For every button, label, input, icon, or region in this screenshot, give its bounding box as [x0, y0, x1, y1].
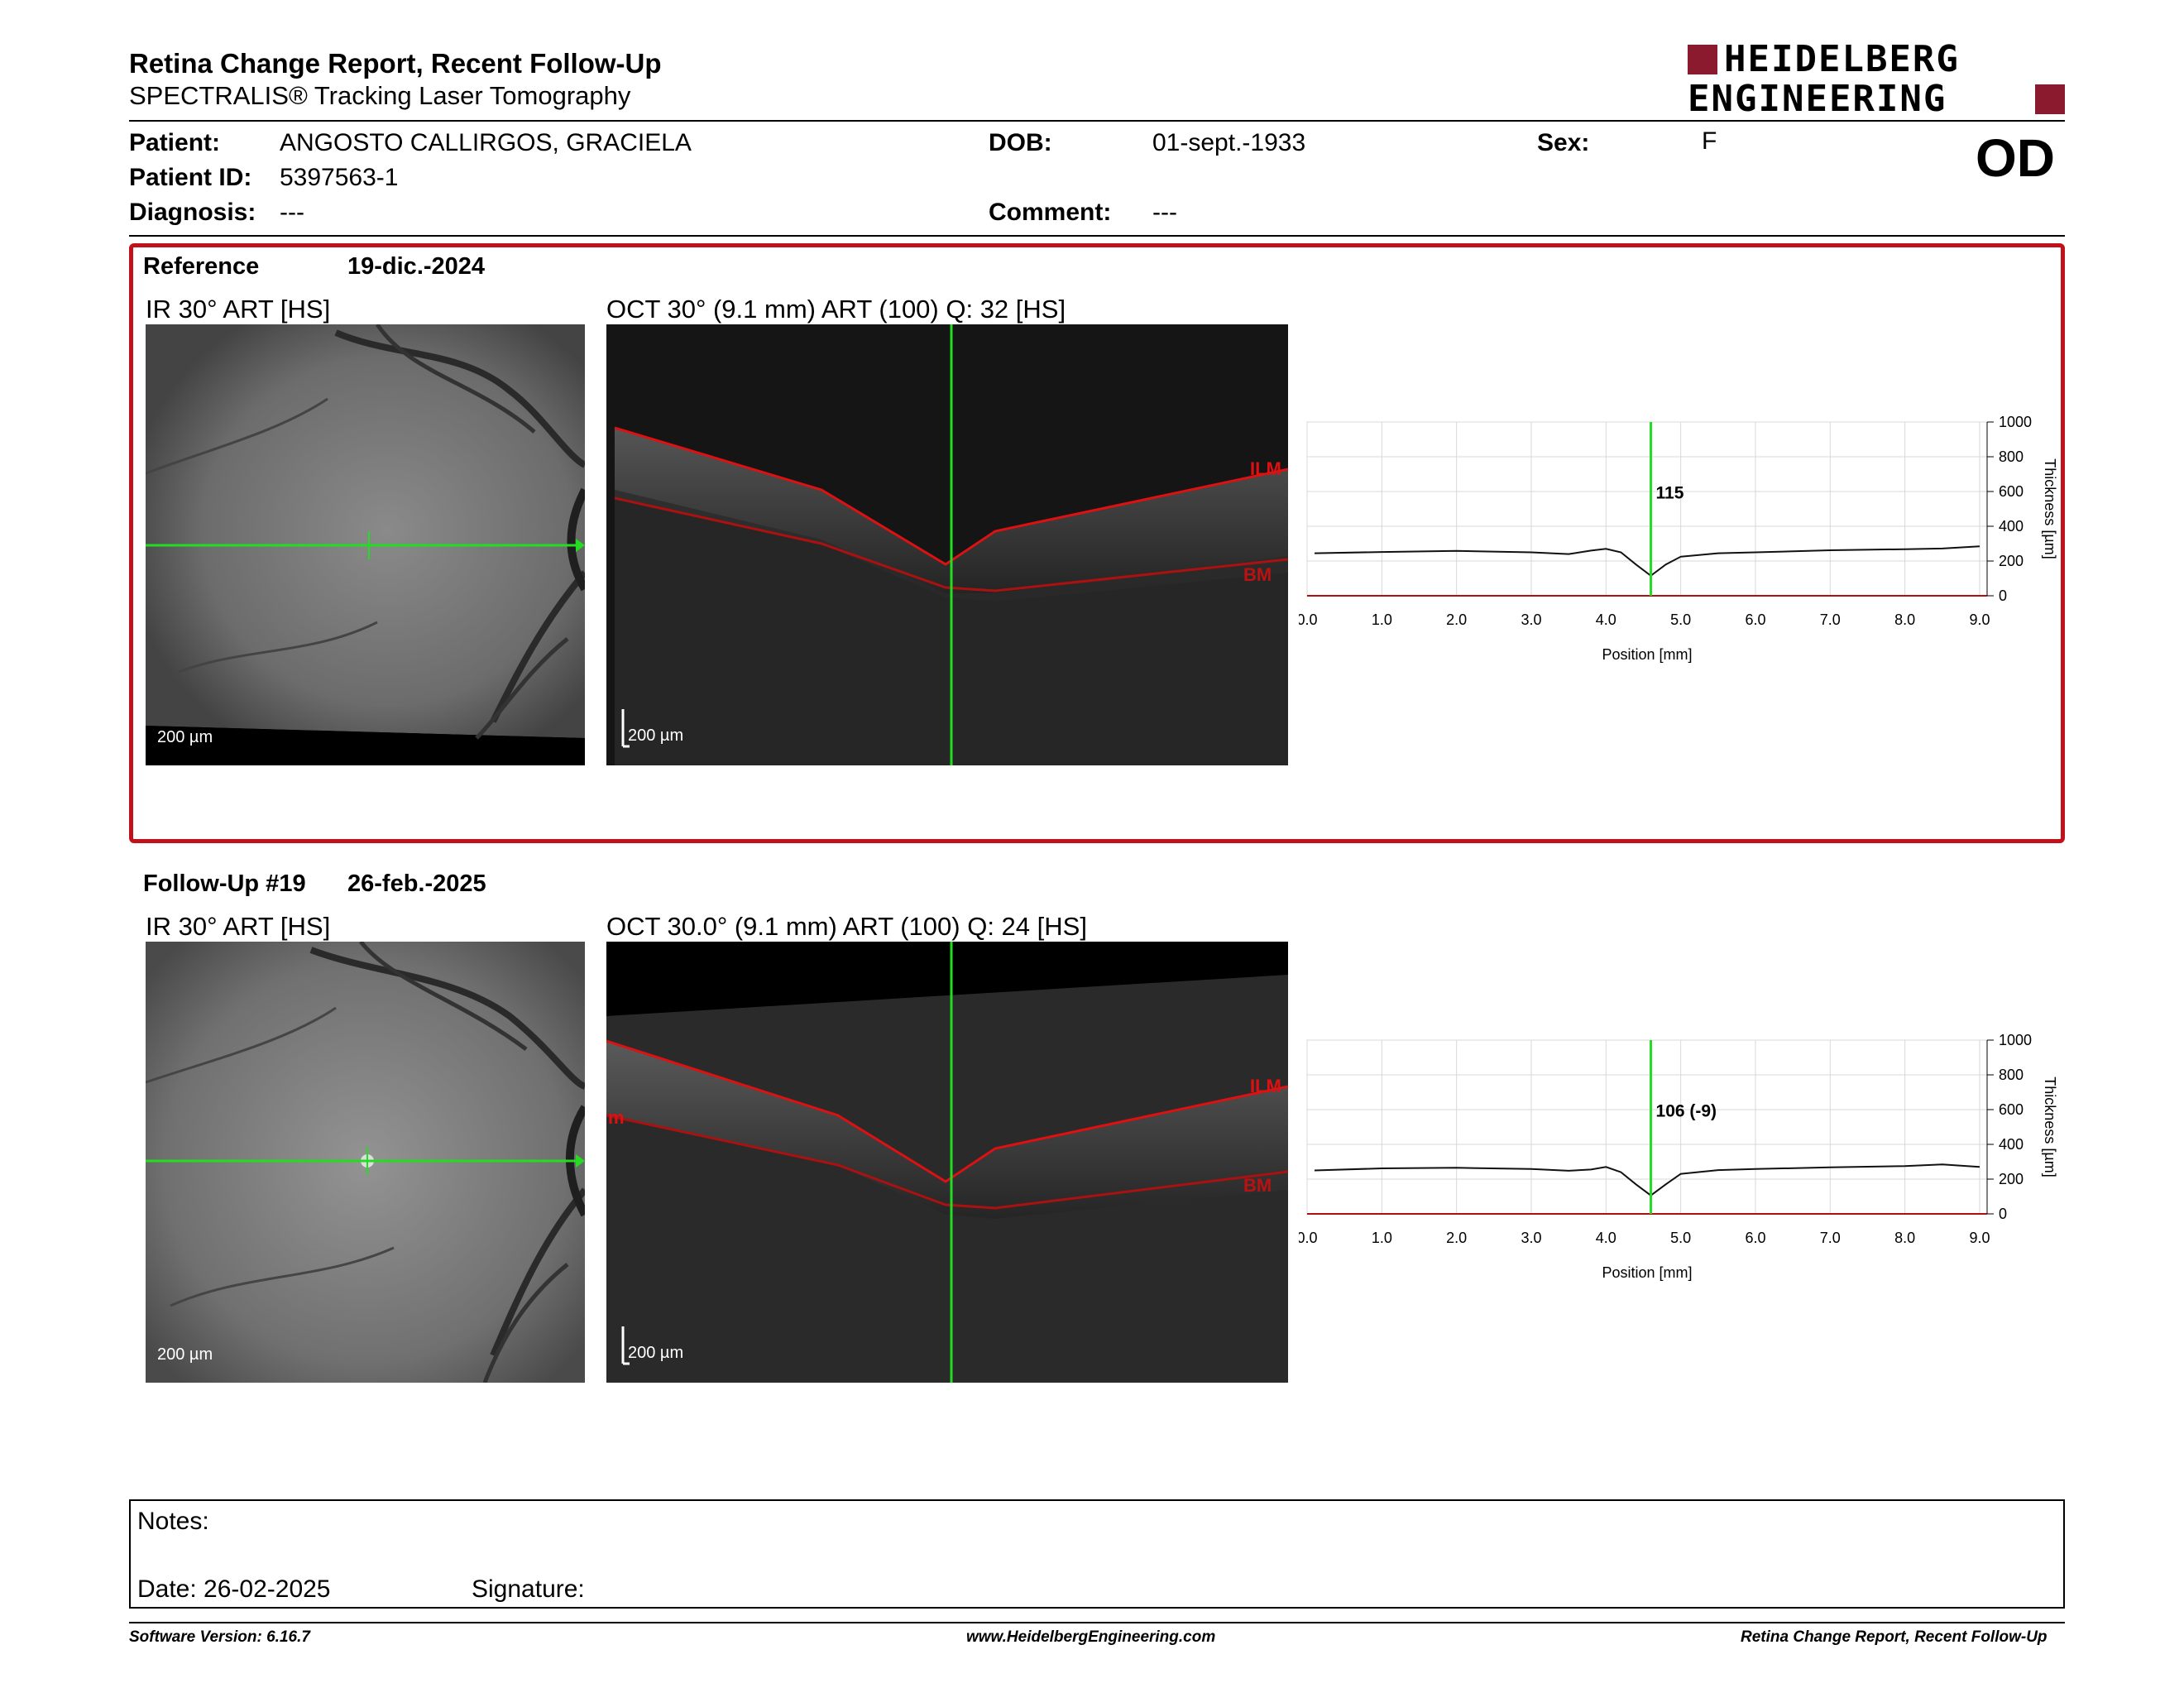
reference-ir-image: 200 µm — [146, 324, 585, 765]
chart-x-tick: 8.0 — [1894, 611, 1915, 628]
chart-series-line — [1314, 545, 1980, 578]
software-version: Software Version: 6.16.7 — [129, 1628, 310, 1646]
followup-ir-label: IR 30° ART [HS] — [146, 912, 331, 941]
brand-logo: HEIDELBERG — [1688, 38, 2068, 80]
header-divider — [129, 120, 2065, 122]
chart-x-tick: 0.0 — [1299, 1230, 1318, 1246]
chart-y-tick: 0 — [1999, 587, 2007, 604]
chart-x-tick: 0.0 — [1299, 611, 1318, 628]
chart-x-tick: 6.0 — [1745, 611, 1765, 628]
chart-y-tick: 200 — [1999, 1171, 2024, 1187]
comment-value: --- — [1152, 199, 1177, 226]
reference-bm-label: BM — [1243, 564, 1272, 585]
chart-y-tick: 400 — [1999, 518, 2024, 535]
patient-label: Patient: — [129, 129, 221, 156]
signature-label: Signature: — [472, 1575, 585, 1603]
report-title: Retina Change Report, Recent Follow-Up — [129, 48, 662, 79]
sex-value: F — [1702, 127, 1717, 155]
footer-report-name: Retina Change Report, Recent Follow-Up — [1741, 1628, 2048, 1646]
chart-y-tick: 0 — [1999, 1206, 2007, 1222]
followup-oct-scalebar: 200 µm — [628, 1344, 684, 1362]
diagnosis-label: Diagnosis: — [129, 199, 256, 226]
chart-x-tick: 4.0 — [1596, 1230, 1616, 1246]
chart-x-tick: 5.0 — [1670, 1230, 1691, 1246]
chart-marker-value: 106 (-9) — [1656, 1101, 1717, 1120]
notes-label: Notes: — [137, 1508, 209, 1535]
chart-x-tick: 1.0 — [1372, 611, 1392, 628]
chart-y-tick: 800 — [1999, 1067, 2024, 1083]
chart-y-label: Thickness [µm] — [2042, 458, 2058, 559]
chart-x-tick: 1.0 — [1372, 1230, 1392, 1246]
reference-ir-scalebar: 200 µm — [157, 728, 213, 746]
chart-y-tick: 800 — [1999, 448, 2024, 465]
chart-y-label: Thickness [µm] — [2042, 1077, 2058, 1177]
chart-x-tick: 9.0 — [1969, 611, 1990, 628]
chart-x-tick: 6.0 — [1745, 1230, 1765, 1246]
brand-logo-line2: ENGINEERING — [1688, 78, 2068, 120]
chart-y-tick: 600 — [1999, 1101, 2024, 1118]
followup-label: Follow-Up #19 — [143, 870, 306, 897]
reference-ir-label: IR 30° ART [HS] — [146, 295, 331, 324]
comment-label: Comment: — [989, 199, 1112, 226]
chart-marker-value: 115 — [1656, 483, 1684, 502]
dob-label: DOB: — [989, 129, 1052, 156]
notes-box: Notes: Date: 26-02-2025 Signature: — [129, 1499, 2065, 1609]
diagnosis-value: --- — [280, 199, 304, 226]
report-subtitle: SPECTRALIS® Tracking Laser Tomography — [129, 81, 631, 110]
patient-id-value: 5397563-1 — [280, 164, 399, 191]
chart-plot-area — [1306, 1039, 1988, 1215]
dob-value: 01-sept.-1933 — [1152, 129, 1306, 156]
footer-divider — [129, 1622, 2065, 1623]
reference-date: 19-dic.-2024 — [347, 253, 486, 280]
reference-frame — [129, 243, 2065, 843]
chart-x-tick: 3.0 — [1521, 611, 1541, 628]
patient-name: ANGOSTO CALLIRGOS, GRACIELA — [280, 129, 692, 156]
reference-thickness-chart: 0.0 1.0 2.0 3.0 4.0 5.0 6.0 7.0 8.0 9.0 0 200 400 600… — [1299, 414, 2058, 663]
chart-x-tick: 5.0 — [1670, 611, 1691, 628]
reference-ilm-label: ILM — [1250, 458, 1281, 479]
website-link: www.HeidelbergEngineering.com — [966, 1628, 1216, 1646]
followup-ir-scalebar: 200 µm — [157, 1345, 213, 1364]
chart-x-tick: 2.0 — [1446, 611, 1467, 628]
chart-x-tick: 4.0 — [1596, 611, 1616, 628]
followup-date: 26-feb.-2025 — [347, 870, 486, 897]
reference-oct-label: OCT 30° (9.1 mm) ART (100) Q: 32 [HS] — [606, 295, 1066, 324]
chart-y-tick: 400 — [1999, 1136, 2024, 1153]
chart-x-label: Position [mm] — [1602, 646, 1692, 663]
chart-x-tick: 7.0 — [1820, 1230, 1841, 1246]
reference-oct-image: ILM BM 200 µm — [606, 324, 1288, 765]
followup-edge-label: m — [608, 1107, 625, 1128]
followup-thickness-chart: 0.0 1.0 2.0 3.0 4.0 5.0 6.0 7.0 8.0 9.0 0 200 400 600… — [1299, 1032, 2058, 1281]
patient-divider — [129, 235, 2065, 237]
chart-x-label: Position [mm] — [1602, 1264, 1692, 1281]
chart-plot-area — [1306, 421, 1988, 597]
chart-x-tick: 7.0 — [1820, 611, 1841, 628]
reference-oct-scalebar: 200 µm — [628, 727, 684, 745]
reference-label: Reference — [143, 253, 260, 280]
patient-id-label: Patient ID: — [129, 164, 252, 191]
sex-label: Sex: — [1537, 129, 1590, 156]
chart-y-tick: 200 — [1999, 553, 2024, 569]
followup-bm-label: BM — [1243, 1175, 1272, 1196]
followup-oct-image: ILM BM m 200 µm — [606, 942, 1288, 1383]
chart-series-line — [1314, 1163, 1980, 1196]
notes-date: Date: 26-02-2025 — [137, 1575, 331, 1603]
chart-y-tick: 1000 — [1999, 1032, 2032, 1048]
followup-oct-label: OCT 30.0° (9.1 mm) ART (100) Q: 24 [HS] — [606, 912, 1087, 941]
chart-x-tick: 2.0 — [1446, 1230, 1467, 1246]
eye-indicator: OD — [1976, 128, 2055, 188]
chart-y-tick: 1000 — [1999, 414, 2032, 430]
chart-x-tick: 8.0 — [1894, 1230, 1915, 1246]
chart-x-tick: 9.0 — [1969, 1230, 1990, 1246]
followup-ir-image: 200 µm — [146, 942, 585, 1383]
chart-x-tick: 3.0 — [1521, 1230, 1541, 1246]
followup-ilm-label: ILM — [1250, 1076, 1281, 1096]
chart-y-tick: 600 — [1999, 483, 2024, 500]
